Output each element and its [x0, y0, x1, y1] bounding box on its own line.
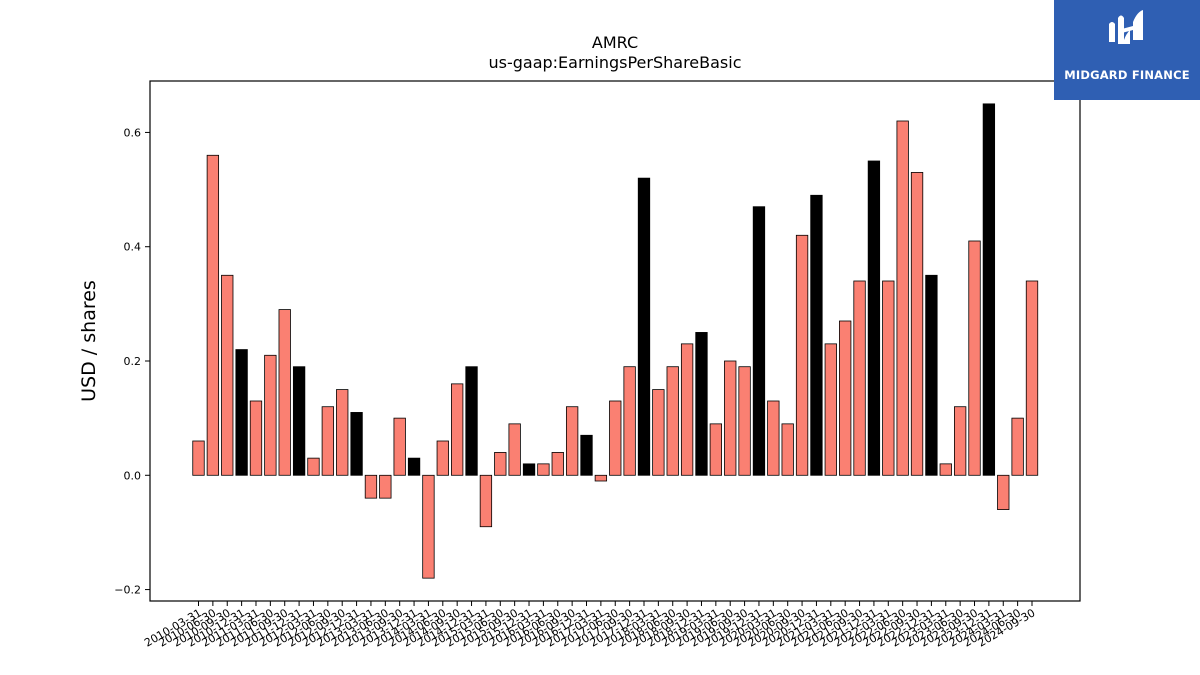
- bar-2010-12-31: [235, 349, 248, 476]
- bar-2017-06-30: [609, 400, 622, 476]
- chart-title: AMRC: [592, 33, 638, 52]
- y-tick-label: 0.0: [124, 469, 142, 482]
- y-tick-label: 0.6: [124, 126, 142, 139]
- y-tick-label: 0.2: [124, 355, 142, 368]
- y-axis: −0.2 0.0 0.2 0.4 0.6: [114, 126, 150, 597]
- bar-2012-09-30: [336, 389, 349, 476]
- bar-2013-03-31: [364, 474, 378, 499]
- bar-2016-12-31: [580, 434, 593, 476]
- bar-2013-12-31: [407, 457, 421, 476]
- bar-2021-12-31: [867, 160, 881, 476]
- bar-2023-12-31: [982, 103, 996, 476]
- bar-2011-03-31: [249, 400, 263, 476]
- y-tick-label: −0.2: [114, 584, 141, 597]
- bar-2021-09-30: [853, 280, 866, 476]
- bar-2011-06-30: [264, 354, 277, 476]
- bar-2024-06-30: [1011, 417, 1024, 476]
- bar-2015-12-31: [522, 463, 536, 476]
- bar-2010-09-30: [221, 274, 234, 476]
- bar-2011-12-31: [292, 366, 306, 476]
- bar-2021-03-31: [824, 343, 837, 476]
- bar-2020-09-30: [795, 234, 809, 476]
- bar-2023-06-30: [954, 406, 967, 476]
- bar-2015-09-30: [508, 423, 521, 476]
- brand-logo: MIDGARD FINANCE: [1054, 0, 1200, 100]
- bar-2017-03-31: [594, 474, 608, 482]
- bar-2016-06-30: [551, 452, 564, 476]
- bar-2017-12-31: [637, 177, 651, 476]
- bar-2010-06-30: [206, 154, 220, 476]
- bar-2022-06-30: [896, 120, 909, 476]
- bar-2021-06-30: [839, 320, 852, 476]
- bar-2013-09-30: [393, 417, 406, 476]
- bar-2018-03-31: [652, 389, 665, 476]
- bars-group: [192, 103, 1039, 579]
- bar-2022-03-31: [882, 280, 895, 476]
- bar-2012-12-31: [350, 412, 363, 476]
- bar-2011-09-30: [278, 309, 291, 476]
- bar-2014-03-31: [422, 474, 435, 579]
- bar-2016-03-31: [537, 463, 550, 476]
- bar-2015-06-30: [494, 452, 507, 476]
- midgard-logo-icon: [1109, 10, 1143, 44]
- bar-2020-06-30: [781, 423, 794, 476]
- bar-2024-03-31: [997, 474, 1010, 510]
- bar-2013-06-30: [379, 474, 392, 499]
- bar-2014-09-30: [451, 383, 464, 476]
- bar-2012-03-31: [307, 457, 320, 476]
- bar-2023-03-31: [939, 463, 952, 476]
- bar-2010-03-31: [192, 440, 205, 476]
- bar-2024-09-30: [1025, 280, 1039, 476]
- y-tick-label: 0.4: [124, 241, 142, 254]
- bar-2019-12-31: [752, 206, 766, 476]
- bar-2018-06-30: [666, 366, 679, 476]
- bar-2022-09-30: [910, 172, 924, 476]
- y-axis-label: USD / shares: [78, 280, 100, 402]
- bar-2018-09-30: [680, 343, 694, 476]
- bar-2017-09-30: [623, 366, 636, 476]
- bar-2016-09-30: [565, 406, 579, 476]
- bar-2019-09-30: [738, 366, 751, 476]
- bar-2019-06-30: [724, 360, 737, 476]
- bar-2014-06-30: [436, 440, 449, 476]
- bar-2019-03-31: [709, 423, 722, 476]
- bar-2020-12-31: [810, 194, 823, 476]
- bar-2014-12-31: [465, 366, 478, 476]
- plot-frame: [149, 80, 1081, 602]
- bar-2012-06-30: [321, 406, 334, 476]
- chart-subtitle: us-gaap:EarningsPerShareBasic: [488, 53, 741, 72]
- bar-2018-12-31: [695, 332, 708, 476]
- x-axis: 2010-03-312010-06-302010-09-302010-12-31…: [142, 601, 1038, 650]
- bar-2020-03-31: [767, 400, 780, 476]
- bar-2022-12-31: [925, 274, 938, 476]
- brand-name: MIDGARD FINANCE: [1064, 68, 1190, 82]
- bar-2015-03-31: [479, 474, 493, 528]
- bar-2023-09-30: [968, 240, 981, 476]
